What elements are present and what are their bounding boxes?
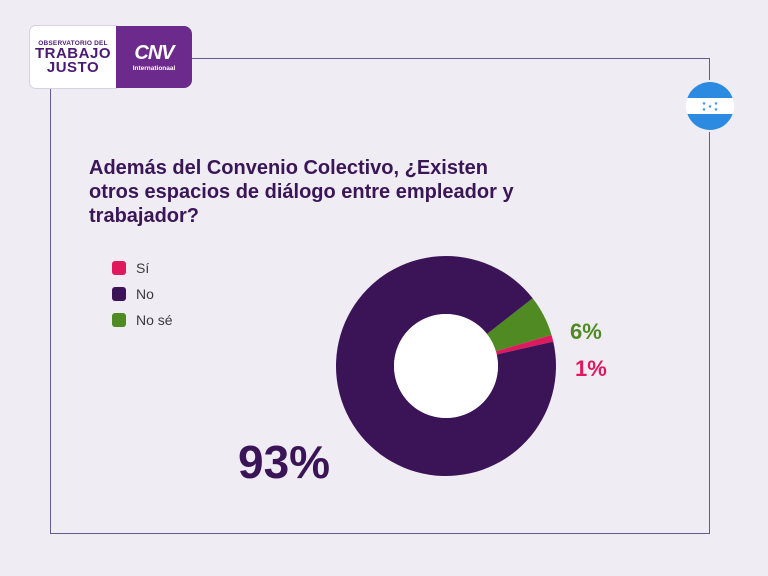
content-frame xyxy=(50,58,710,534)
chart-legend: Sí No No sé xyxy=(112,260,173,338)
data-label: 6% xyxy=(570,319,602,344)
donut-slice xyxy=(495,334,554,355)
legend-swatch xyxy=(112,261,126,275)
svg-text:★: ★ xyxy=(714,107,719,113)
logo-line-2: JUSTO xyxy=(46,58,100,76)
legend-item: No sé xyxy=(112,312,173,328)
cnv-logo: CNV Internationaal xyxy=(116,26,192,88)
data-label: 1% xyxy=(575,356,607,381)
flag-stars-icon: ★ ★ ★ ★ ★ xyxy=(702,101,719,113)
svg-text:★: ★ xyxy=(702,101,707,107)
data-label: 93% xyxy=(238,436,330,488)
donut-slice xyxy=(486,298,552,352)
donut-hole xyxy=(394,314,498,418)
cnv-subtitle: Internationaal xyxy=(132,64,176,72)
legend-item: Sí xyxy=(112,260,173,276)
chart-title: Además del Convenio Colectivo, ¿Existen … xyxy=(89,157,514,227)
logo-small-text: OBSERVATORIO DEL xyxy=(38,39,108,47)
svg-text:★: ★ xyxy=(708,104,713,110)
legend-item: No xyxy=(112,286,173,302)
flag-bottom-stripe xyxy=(686,114,734,130)
donut-slice xyxy=(336,255,556,476)
legend-swatch xyxy=(112,287,126,301)
legend-swatch xyxy=(112,313,126,327)
legend-label: No xyxy=(136,286,154,302)
logo-line-1: TRABAJO xyxy=(34,44,111,62)
legend-label: No sé xyxy=(136,312,173,328)
flag-top-stripe xyxy=(686,82,734,98)
svg-text:★: ★ xyxy=(714,101,719,107)
observatorio-logo: OBSERVATORIO DEL TRABAJO JUSTO xyxy=(30,26,116,88)
cnv-mark: CNV xyxy=(134,41,174,64)
legend-label: Sí xyxy=(136,260,150,276)
svg-text:★: ★ xyxy=(702,107,707,113)
honduras-flag-icon: ★ ★ ★ ★ ★ xyxy=(686,82,734,130)
